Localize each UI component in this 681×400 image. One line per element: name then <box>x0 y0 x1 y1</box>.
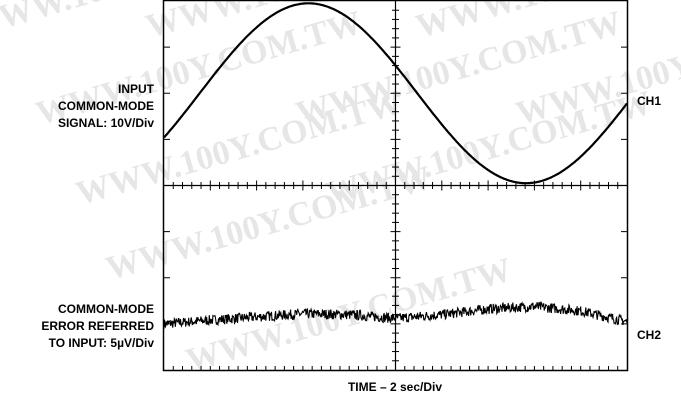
ch2-waveform <box>163 301 628 329</box>
waveform-traces <box>163 2 628 329</box>
x-axis-label: TIME – 2 sec/Div <box>348 380 442 394</box>
scope-frame <box>162 0 629 372</box>
ch1-label-line-2: COMMON-MODE <box>58 99 154 113</box>
ch2-label-line-1: COMMON-MODE <box>58 302 154 316</box>
ch1-label-line-3: SIGNAL: 10V/Div <box>58 116 154 130</box>
ch1-label-line-1: INPUT <box>118 82 155 96</box>
ch1-marker: CH1 <box>637 94 661 108</box>
ch2-label-line-3: TO INPUT: 5µV/Div <box>49 336 155 350</box>
ch1-waveform <box>163 2 628 185</box>
ch2-scale-label: COMMON-MODE ERROR REFERRED TO INPUT: 5µV… <box>41 302 154 350</box>
ch1-scale-label: INPUT COMMON-MODE SIGNAL: 10V/Div <box>58 82 155 130</box>
ch2-marker: CH2 <box>637 328 661 342</box>
center-axes <box>164 1 627 370</box>
ch2-label-line-2: ERROR REFERRED <box>41 319 154 333</box>
